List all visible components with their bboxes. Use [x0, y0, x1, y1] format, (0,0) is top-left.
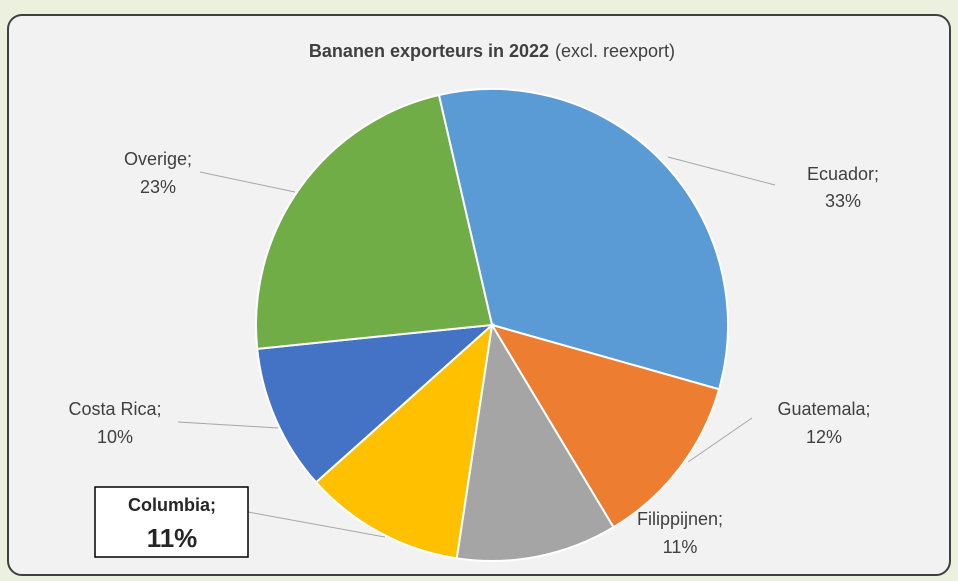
leader-line [199, 171, 296, 193]
slice-label: Overige; [124, 149, 192, 169]
label-box [94, 486, 249, 558]
slice-label: Ecuador; [807, 164, 879, 184]
chart-title: Bananen exporteurs in 2022 [309, 41, 549, 61]
slice-value-label: 33% [825, 191, 861, 211]
leader-line [247, 511, 386, 538]
slice-label: Costa Rica; [68, 399, 161, 419]
slice-label: Filippijnen; [637, 509, 723, 529]
pie-slice [489, 323, 721, 529]
slice-value-label: 11% [663, 537, 698, 557]
slice-value-label: 10% [97, 427, 133, 447]
pie-slice [437, 88, 729, 391]
leader-line [667, 156, 776, 186]
leader-line [687, 417, 753, 463]
slice-value-label: 11% [147, 523, 198, 553]
slice-value-label: 23% [140, 177, 176, 197]
pie-slice [455, 322, 615, 562]
chart-subtitle: (excl. reexport) [555, 41, 675, 61]
chart-heading: Bananen exporteurs in 2022 (excl. reexpor… [309, 41, 675, 61]
slice-label: Columbia; [128, 495, 216, 515]
slice-value-label: 12% [806, 427, 842, 447]
slice-label: Guatemala; [777, 399, 870, 419]
leader-line [177, 421, 279, 429]
pie-slice [255, 93, 494, 350]
pie-slice [314, 322, 494, 560]
pie-slice [256, 323, 495, 484]
